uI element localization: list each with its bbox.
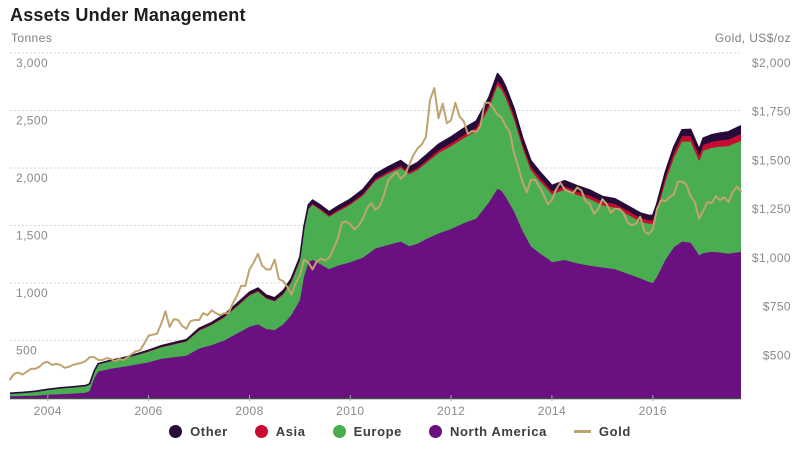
left-tick-label: 500	[16, 344, 37, 358]
legend-item-gold: Gold	[573, 424, 631, 439]
gold-line-swatch-icon	[573, 430, 591, 433]
legend-label-asia: Asia	[275, 424, 306, 439]
legend-item-other: Other	[169, 424, 228, 439]
left-tick-label: 2,500	[16, 114, 48, 128]
area-north_america	[10, 188, 741, 398]
north-america-swatch-icon	[429, 425, 442, 438]
legend-item-europe: Europe	[332, 424, 402, 439]
x-tick-label: 2010	[336, 404, 364, 418]
right-tick-label: $1,000	[752, 251, 791, 265]
right-axis-unit-label: Gold, US$/oz	[714, 31, 791, 45]
legend-item-north-america: North America	[429, 424, 547, 439]
legend-label-europe: Europe	[353, 424, 402, 439]
x-tick-label: 2012	[437, 404, 465, 418]
left-axis-unit-label: Tonnes	[11, 31, 53, 45]
left-tick-label: 1,500	[16, 229, 48, 243]
stack-top-edge	[9, 72, 742, 394]
left-tick-label: 3,000	[16, 56, 48, 70]
left-tick-label: 2,000	[16, 171, 48, 185]
legend-label-gold: Gold	[598, 424, 631, 439]
right-tick-label: $1,250	[752, 202, 791, 216]
left-tick-label: 1,000	[16, 286, 48, 300]
right-tick-label: $1,500	[752, 154, 791, 168]
chart-legend: Other Asia Europe North America Gold	[0, 424, 800, 439]
aum-stacked-area-chart: 2004 2006 2008 2010 2012 2014 2016 500 1,000 1,50…	[9, 52, 791, 418]
legend-label-north-america: North America	[450, 424, 547, 439]
asia-swatch-icon	[254, 425, 268, 438]
x-tick-label: 2006	[134, 404, 162, 418]
x-tick-label: 2014	[538, 404, 566, 418]
x-tick-label: 2004	[34, 404, 62, 418]
right-tick-label: $1,750	[752, 105, 791, 119]
legend-label-other: Other	[190, 424, 228, 439]
other-swatch-icon	[169, 425, 183, 438]
right-tick-label: $2,000	[752, 56, 791, 70]
page-title: Assets Under Management	[10, 5, 246, 25]
gold-price-line	[9, 87, 742, 381]
right-tick-label: $750	[763, 300, 791, 314]
legend-item-asia: Asia	[254, 424, 306, 439]
x-tick-label: 2016	[639, 404, 667, 418]
x-tick-label: 2008	[235, 404, 263, 418]
right-tick-label: $500	[763, 348, 791, 362]
europe-swatch-icon	[332, 425, 346, 438]
